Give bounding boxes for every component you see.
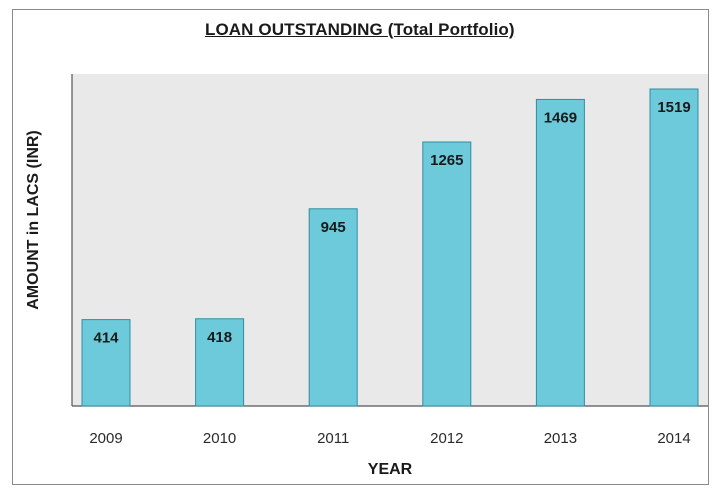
data-label-2013: 1469 (544, 109, 577, 126)
data-label-2009: 414 (93, 330, 119, 347)
bar-2013 (535, 98, 585, 407)
x-tick-2010: 2010 (203, 430, 236, 447)
plot-area (72, 74, 708, 406)
data-label-2010: 418 (207, 329, 232, 346)
bar-2011 (308, 208, 358, 407)
x-tick-2009: 2009 (89, 430, 122, 447)
bar-2010 (195, 318, 245, 407)
x-tick-2012: 2012 (430, 430, 463, 447)
x-tick-2014: 2014 (657, 430, 690, 447)
bar-2014 (649, 88, 699, 407)
chart-title: LOAN OUTSTANDING (Total Portfolio) (205, 20, 515, 39)
bar-2012 (422, 141, 472, 407)
x-axis-label: YEAR (367, 461, 413, 478)
x-tick-2013: 2013 (544, 430, 577, 447)
data-label-2014: 1519 (657, 99, 690, 116)
data-label-2012: 1265 (430, 152, 463, 169)
x-tick-2011: 2011 (317, 430, 349, 447)
bar-2009 (81, 319, 131, 407)
data-label-2011: 945 (321, 219, 346, 236)
